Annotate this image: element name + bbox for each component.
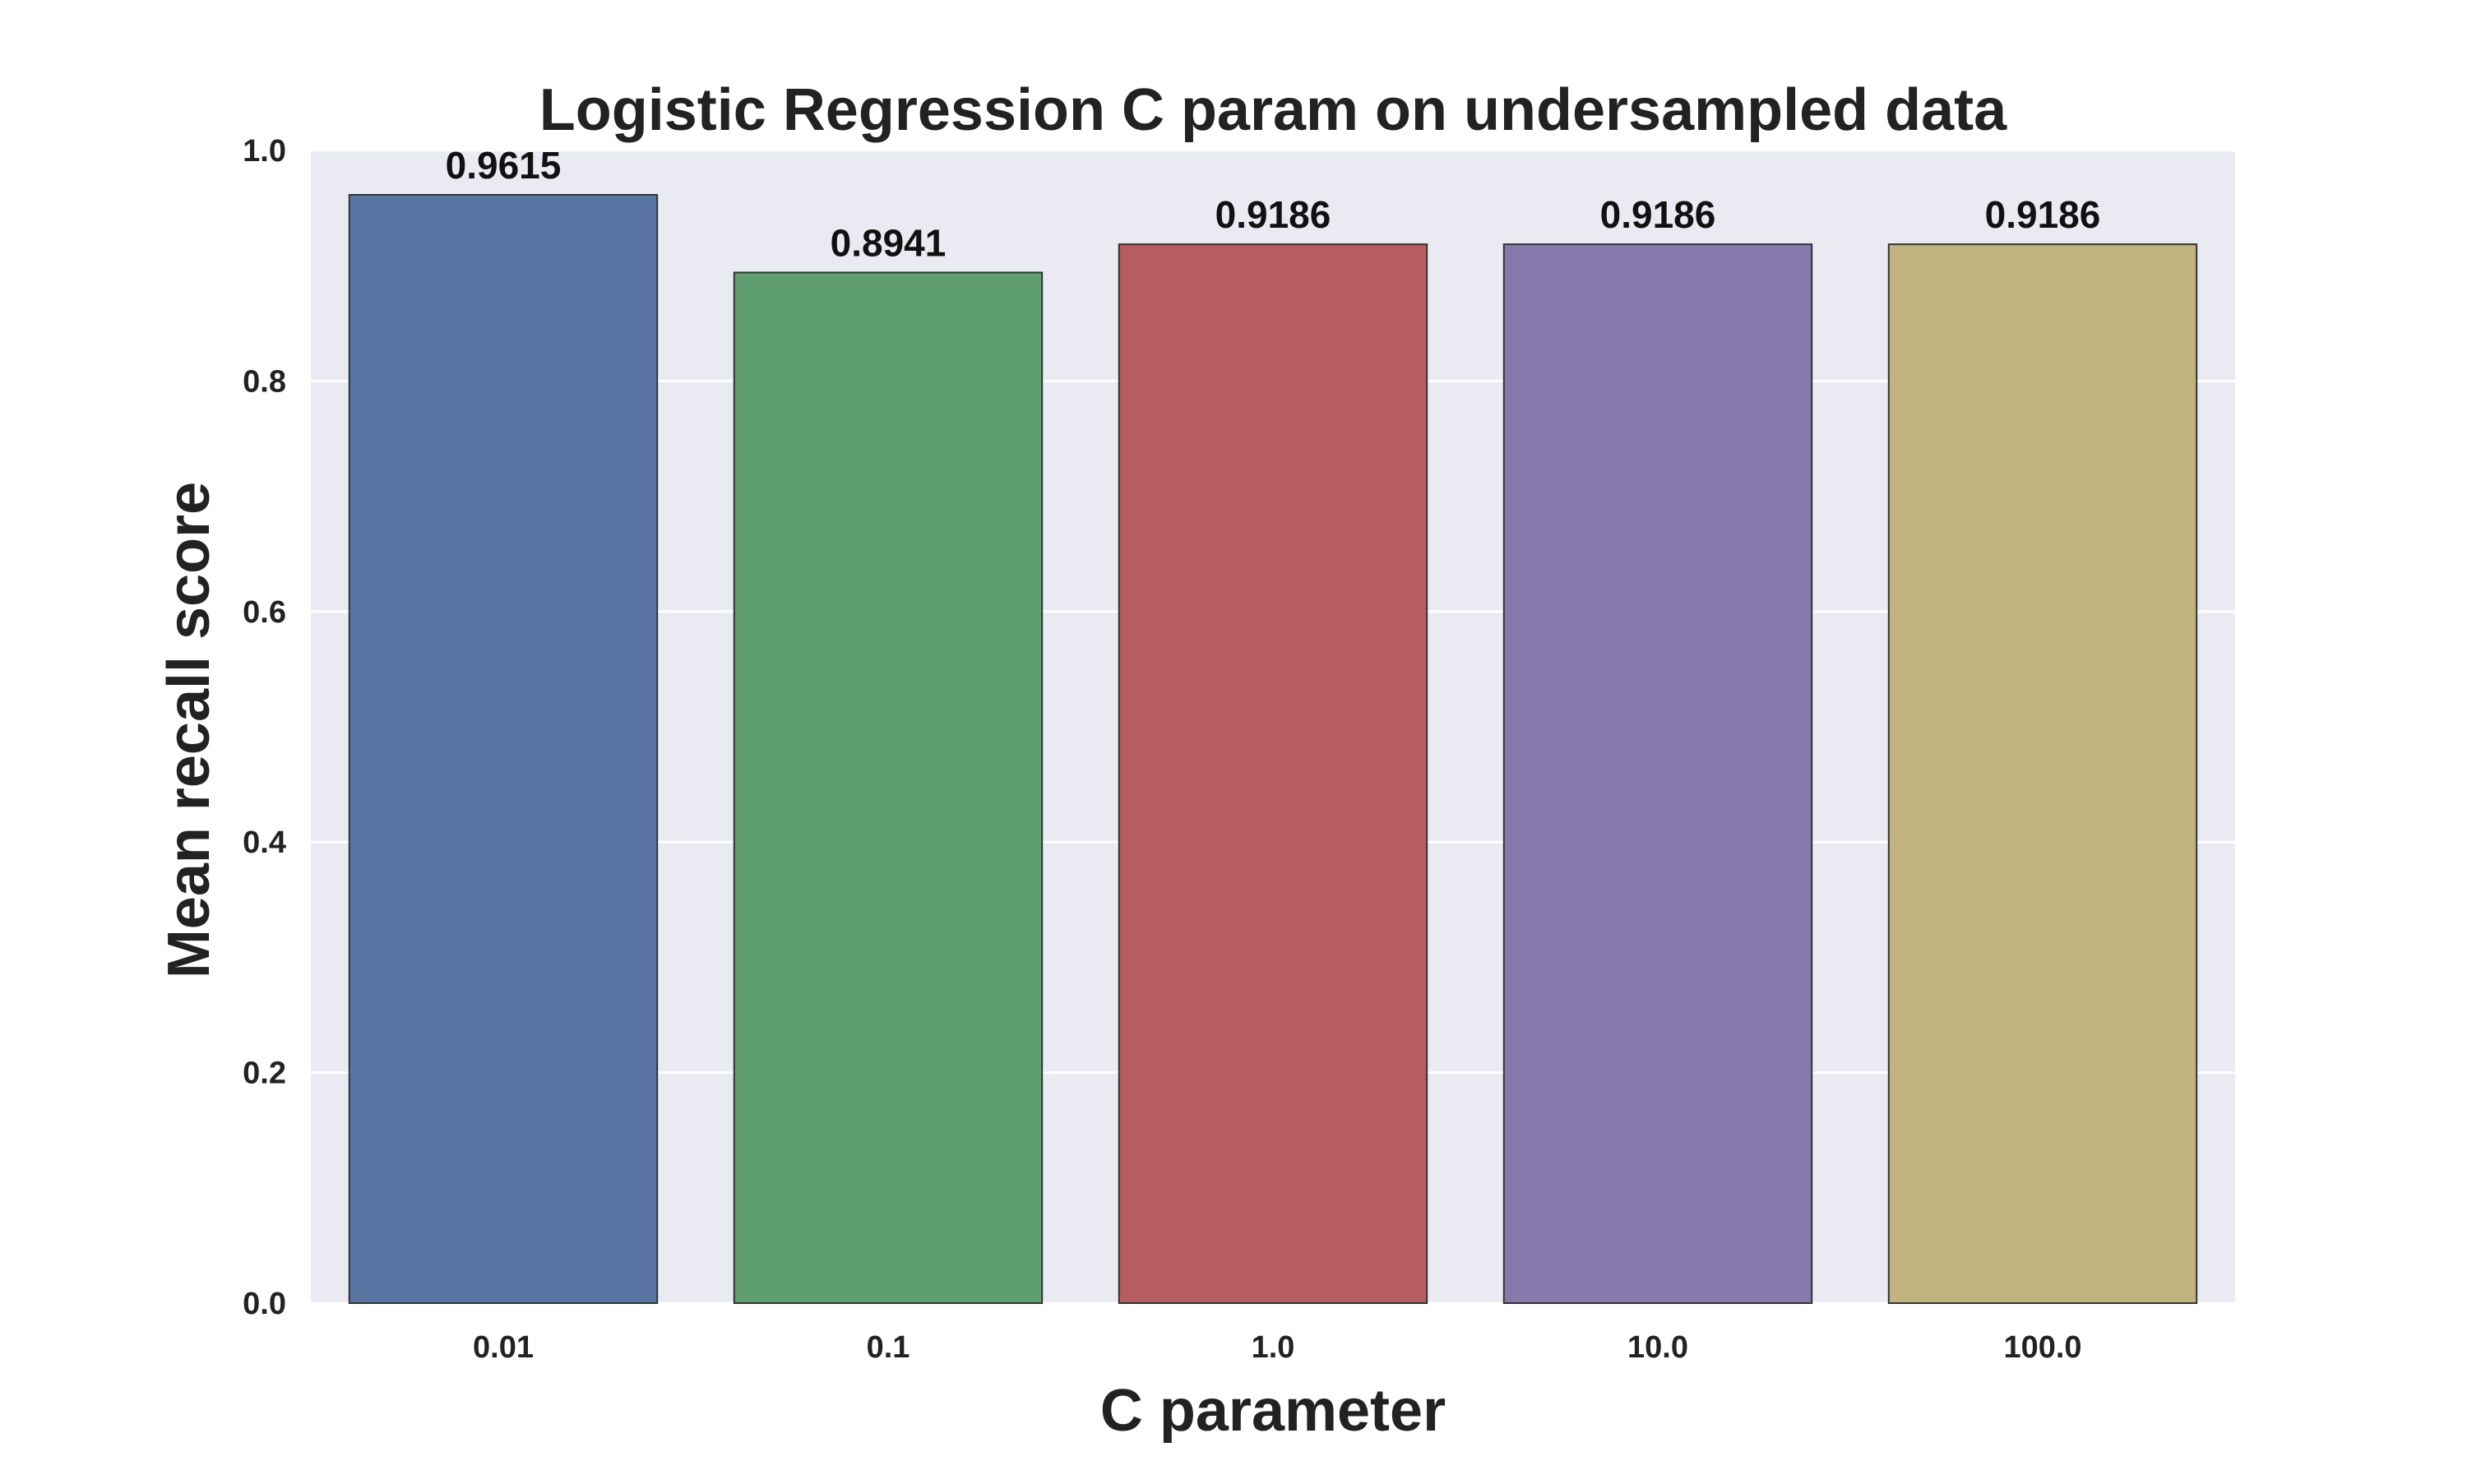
x-tick-label: 100.0 [2003,1330,2081,1365]
x-tick-label: 10.0 [1627,1330,1688,1365]
data-label: 0.9186 [1985,193,2101,236]
data-label: 0.9186 [1600,193,1716,236]
data-labels: 0.9615 0.8941 0.9186 0.9186 0.9186 [446,144,2101,264]
x-tick-label: 0.1 [867,1330,910,1365]
x-axis-label: C parameter [1100,1378,1446,1444]
bar-1.0 [1118,243,1428,1304]
y-tick-label: 0.0 [243,1287,286,1321]
bar-100.0 [1887,243,2198,1304]
x-axis-ticks: 0.01 0.1 1.0 10.0 100.0 [473,1330,2082,1365]
y-axis-label: Mean recall score [156,482,222,978]
y-tick-label: 0.8 [243,364,286,399]
data-label: 0.9615 [446,144,562,187]
y-axis-ticks: 0.0 0.2 0.4 0.6 0.8 1.0 [243,134,286,1321]
bar-0.01 [348,193,659,1304]
y-tick-label: 0.4 [243,825,286,860]
data-label: 0.8941 [831,221,947,264]
data-label: 0.9186 [1215,193,1331,236]
x-tick-label: 1.0 [1252,1330,1295,1365]
bar-0.1 [733,271,1044,1304]
y-tick-label: 1.0 [243,134,286,169]
y-tick-label: 0.2 [243,1056,286,1091]
bar-10.0 [1502,243,1813,1304]
x-tick-label: 0.01 [473,1330,534,1365]
bars [348,193,2198,1304]
chart-title: Logistic Regression C param on undersamp… [539,77,2007,143]
y-tick-label: 0.6 [243,595,286,630]
